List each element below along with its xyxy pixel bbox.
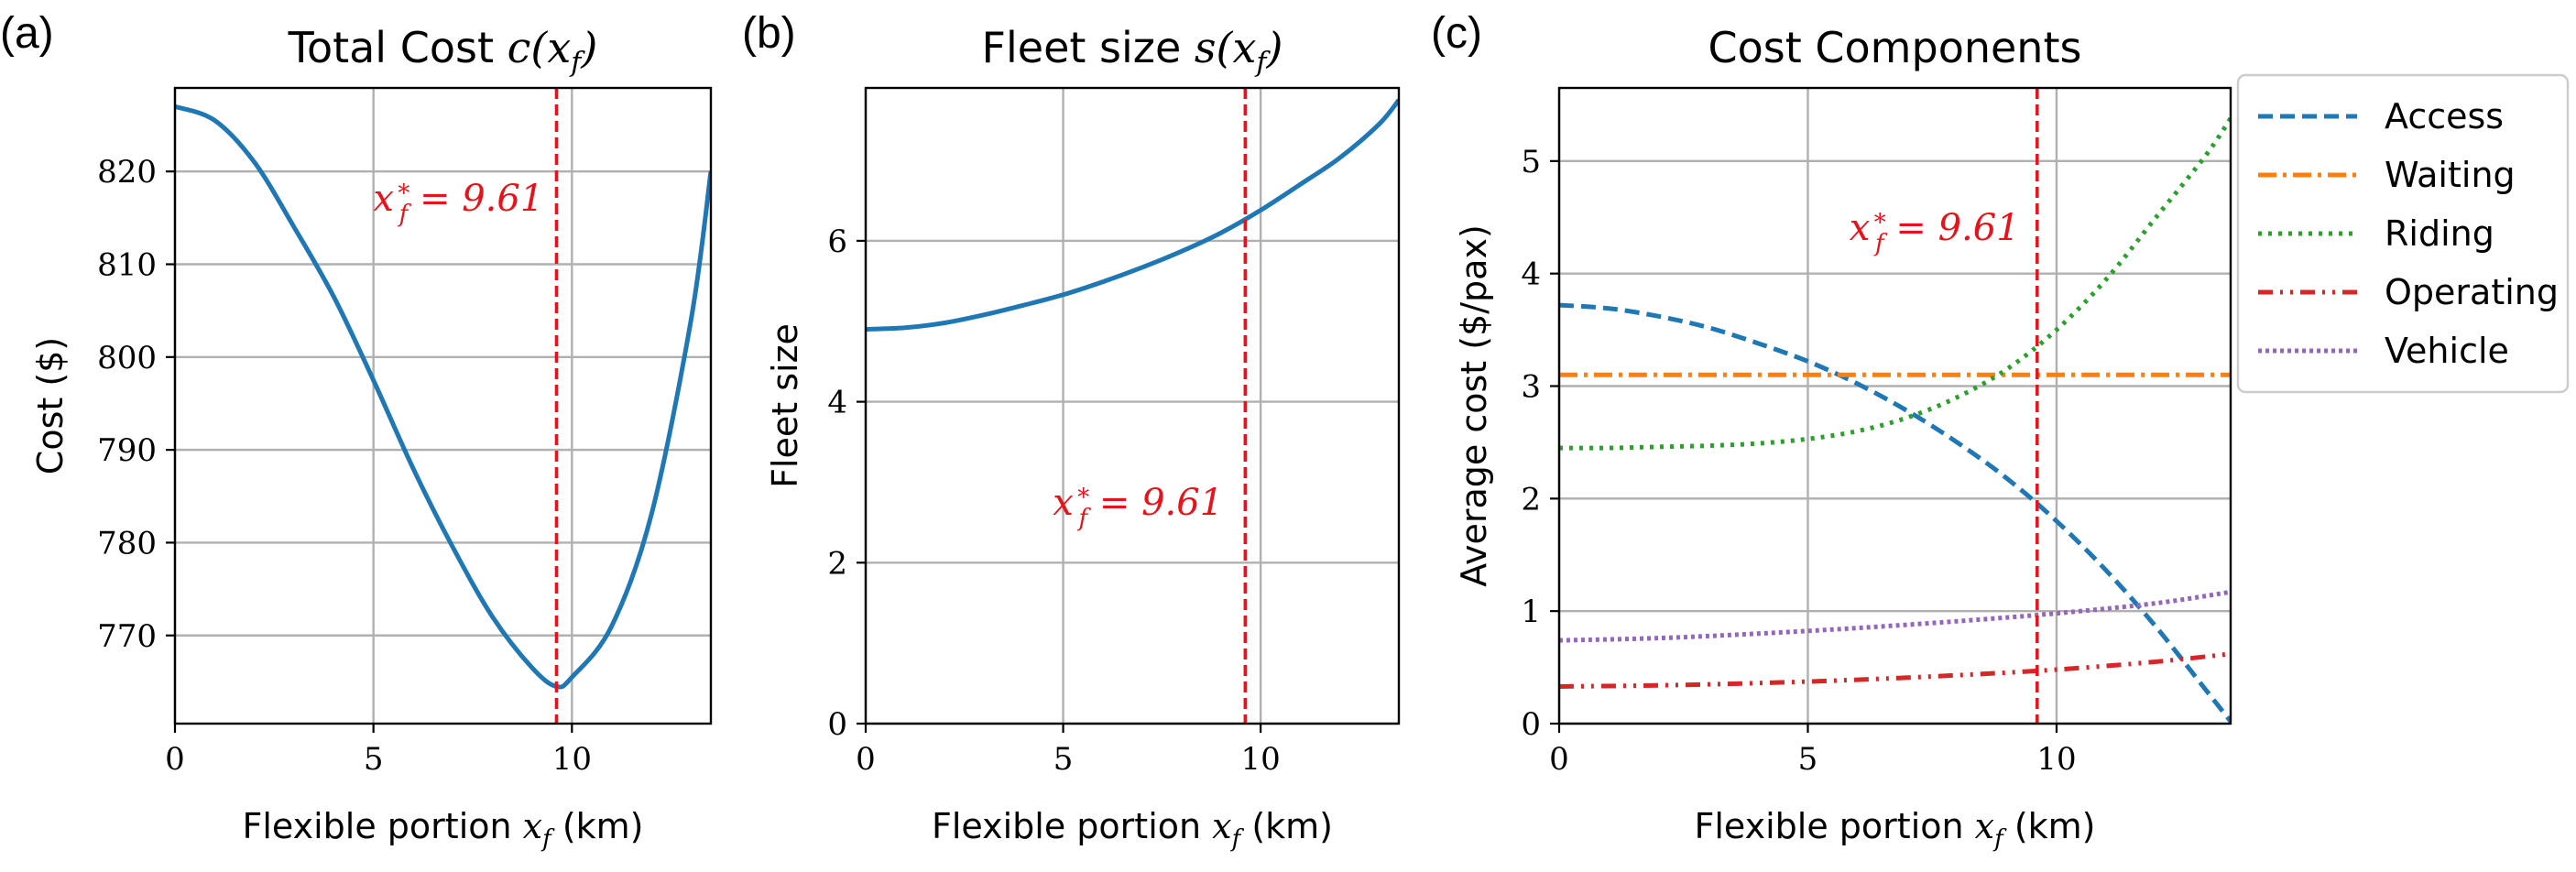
series-line-riding [1559, 116, 2231, 451]
y-tick-label: 2 [1521, 481, 1541, 518]
series-line-access [1559, 302, 2231, 724]
y-tick-label: 790 [97, 432, 157, 469]
panel-a: x∗ f = 9.61 0 5 10 770 780 790 800 810 820 Flexible… [0, 9, 713, 853]
plot-frame [1557, 86, 2232, 725]
y-tick-label: 3 [1521, 369, 1541, 406]
legend-label-vehicle: Vehicle [2385, 331, 2509, 371]
panel-c: x∗ f = 9.61 0 5 10 0 1 2 3 4 5 Flexible portion xf … [1431, 9, 2232, 853]
chart-title: Cost Components [1708, 23, 2082, 72]
plot-frame [173, 86, 713, 725]
x-tick-label: 0 [165, 741, 185, 778]
y-tick-label: 770 [97, 618, 157, 655]
y-tick-label: 4 [1521, 256, 1541, 293]
series-group [866, 98, 1399, 332]
y-tick-label: 800 [97, 340, 157, 376]
legend-label-access: Access [2385, 96, 2504, 136]
legend-label-riding: Riding [2385, 213, 2494, 254]
x-tick-label: 0 [856, 741, 876, 778]
y-tick-label: 2 [827, 545, 847, 582]
y-tick-label: 1 [1521, 594, 1541, 630]
optimum-label: x∗ f = 9.61 [373, 175, 543, 228]
x-tick-label: 5 [1053, 741, 1074, 778]
legend-label-operating: Operating [2385, 272, 2559, 312]
panel-label: (a) [0, 9, 54, 58]
y-tick-label: 810 [97, 246, 157, 283]
y-axis-label: Average cost ($/pax) [1454, 224, 1494, 587]
y-tick-label: 820 [97, 154, 157, 191]
x-tick-label: 10 [2036, 741, 2076, 778]
x-tick-label: 5 [364, 741, 384, 778]
y-tick-label: 5 [1521, 144, 1541, 180]
plot-frame [864, 86, 1401, 725]
series-group [175, 104, 711, 690]
x-tick-label: 10 [1240, 741, 1280, 778]
legend: Access Waiting Riding Operating Vehicle [2236, 73, 2570, 394]
x-axis-label: Flexible portion xf (km) [1695, 806, 2096, 853]
y-tick-label: 780 [97, 525, 157, 561]
legend-label-waiting: Waiting [2385, 155, 2516, 195]
optimum-label: x∗ f = 9.61 [1053, 479, 1223, 532]
y-tick-label: 4 [827, 385, 847, 421]
series-line-vehicle [1559, 589, 2231, 643]
chart-title: Fleet size s(xf) [982, 23, 1283, 79]
series-line-operating [1559, 651, 2231, 689]
x-axis-label: Flexible portion xf (km) [243, 806, 644, 853]
series-group [1559, 116, 2231, 724]
x-axis-label: Flexible portion xf (km) [932, 806, 1333, 853]
legend-box [2236, 73, 2570, 394]
panel-label: (c) [1431, 9, 1482, 58]
x-tick-label: 10 [552, 741, 592, 778]
series-line-fleet-size [866, 98, 1399, 332]
y-tick-label: 0 [1521, 706, 1541, 743]
x-tick-label: 0 [1549, 741, 1569, 778]
y-tick-label: 0 [827, 706, 847, 743]
y-axis-label: Cost ($) [30, 337, 71, 474]
panel-label: (b) [742, 9, 796, 58]
optimum-label: x∗ f = 9.61 [1850, 204, 2020, 257]
chart-title: Total Cost c(xf) [288, 23, 598, 79]
y-tick-label: 6 [827, 223, 847, 260]
panel-b: x∗ f = 9.61 0 5 10 0 2 4 6 Flexible portion xf (k… [742, 9, 1401, 853]
x-tick-label: 5 [1798, 741, 1818, 778]
series-line-total-cost [175, 104, 711, 690]
y-axis-label: Fleet size [765, 323, 805, 488]
